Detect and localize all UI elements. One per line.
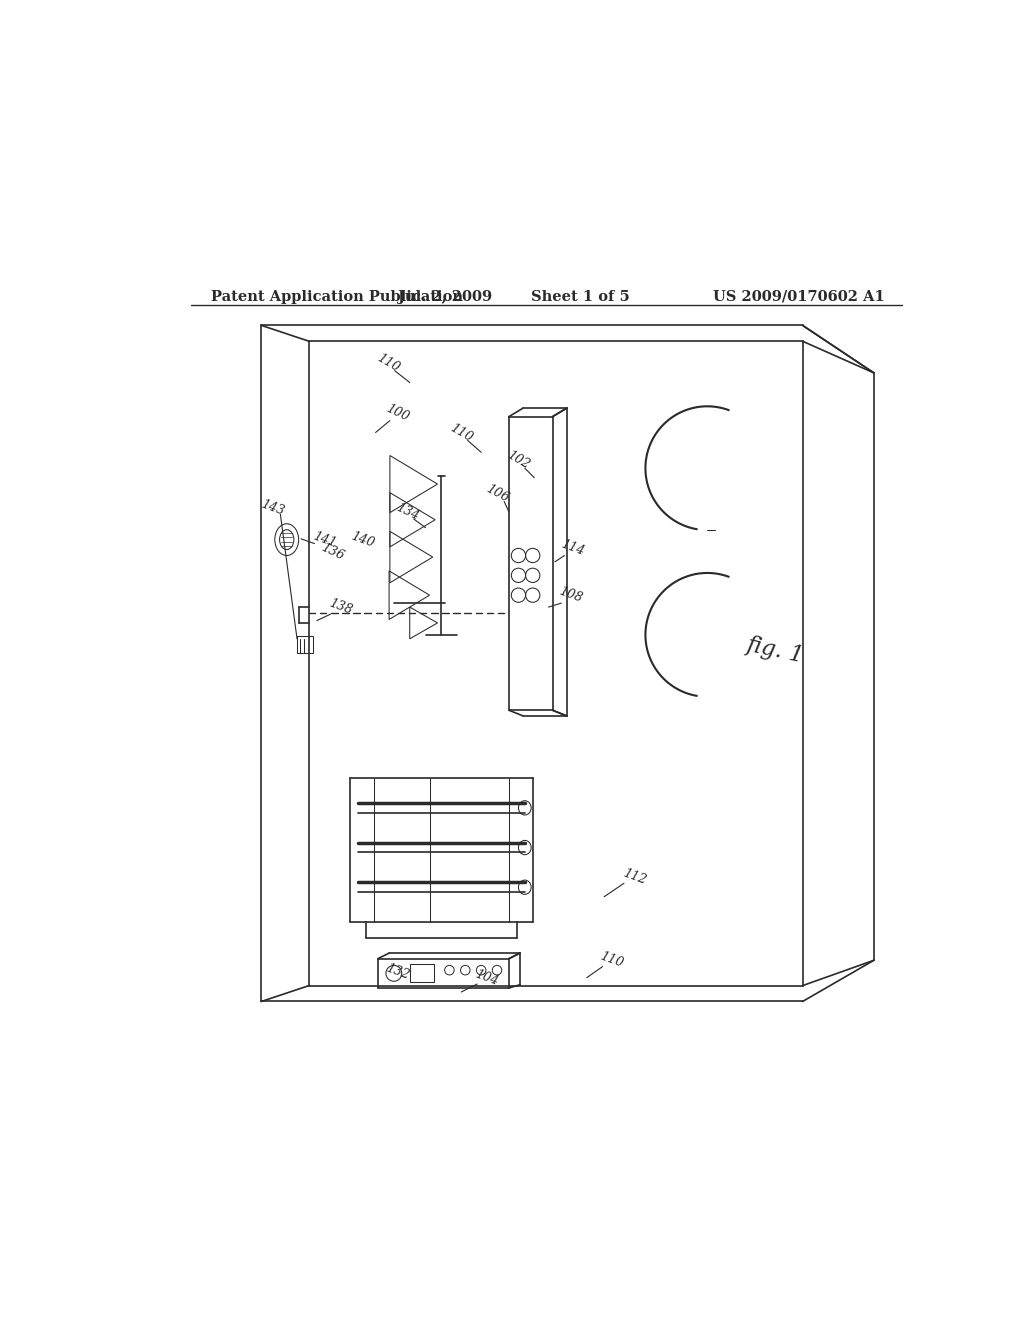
Text: 114: 114	[559, 537, 586, 558]
Text: 134: 134	[393, 500, 421, 523]
Text: 110: 110	[375, 352, 402, 375]
Text: US 2009/0170602 A1: US 2009/0170602 A1	[713, 290, 885, 304]
Text: 108: 108	[557, 585, 585, 606]
Text: 102: 102	[505, 449, 532, 471]
Text: 100: 100	[384, 401, 412, 424]
Text: 143: 143	[259, 498, 286, 517]
Text: 106: 106	[484, 482, 511, 506]
Text: 110: 110	[447, 421, 475, 444]
Text: 112: 112	[621, 867, 648, 887]
Text: 110: 110	[599, 950, 626, 970]
Text: 132: 132	[384, 962, 412, 982]
Text: 104: 104	[473, 968, 500, 987]
Text: 140: 140	[348, 529, 376, 550]
Text: Patent Application Publication: Patent Application Publication	[211, 290, 463, 304]
Text: 136: 136	[319, 541, 346, 562]
Bar	[410, 964, 433, 982]
Text: 141: 141	[311, 529, 338, 550]
Text: 138: 138	[328, 597, 354, 618]
Text: Sheet 1 of 5: Sheet 1 of 5	[531, 290, 630, 304]
Text: fig. 1: fig. 1	[744, 634, 806, 668]
Bar	[297, 636, 313, 653]
Text: Jul. 2, 2009: Jul. 2, 2009	[398, 290, 493, 304]
